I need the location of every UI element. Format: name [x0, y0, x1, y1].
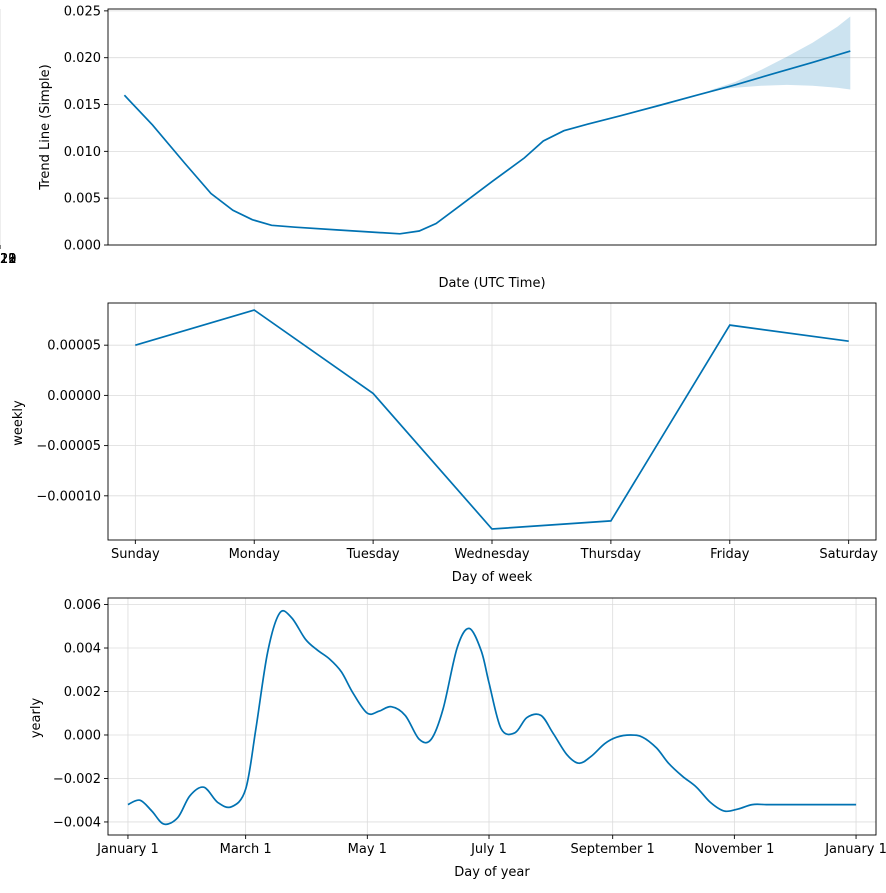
weekly-x-tick-label: Tuesday	[346, 547, 400, 562]
yearly-x-tick-label: January 1	[824, 842, 886, 857]
yearly-x-tick-label: March 1	[220, 842, 272, 857]
trend-x-tick-label: 2019	[0, 252, 17, 267]
trend-y-tick-label: 0.015	[64, 98, 101, 113]
trend-x-tick-label: 2022	[0, 252, 17, 267]
weekly-ticks: Sunday Monday Tuesday Wednesday Thursday Frid…	[36, 339, 878, 562]
yearly-y-axis-label: yearly	[29, 698, 44, 739]
trend-x-tick-label: 2020	[0, 252, 17, 267]
weekly-x-tick-label: Thursday	[580, 547, 642, 562]
weekly-line	[135, 309, 849, 530]
weekly-x-axis-label: Day of week	[452, 570, 533, 585]
trend-line-group	[123, 50, 851, 235]
yearly-line	[127, 609, 857, 826]
yearly-line-group	[127, 609, 857, 826]
weekly-panel: Sunday Monday Tuesday Wednesday Thursday Frid…	[11, 302, 878, 585]
weekly-x-tick-label: Monday	[229, 547, 281, 562]
yearly-panel: January 1 March 1 May 1 July 1 September 1 No…	[29, 597, 886, 880]
weekly-x-tick-label: Saturday	[819, 547, 878, 562]
trend-uncertainty-band	[709, 16, 851, 91]
yearly-y-tick-label: 0.002	[64, 685, 101, 700]
yearly-x-axis-label: Day of year	[454, 865, 530, 880]
yearly-y-tick-label: 0.006	[64, 598, 101, 613]
trend-x-axis-label: Date (UTC Time)	[438, 276, 545, 291]
trend-y-tick-label: 0.000	[64, 239, 101, 254]
yearly-y-tick-label: 0.000	[64, 728, 101, 743]
trend-y-tick-label: 0.025	[64, 4, 101, 19]
yearly-x-tick-label: July 1	[470, 842, 507, 857]
yearly-y-tick-label: 0.004	[64, 642, 101, 657]
trend-y-tick-label: 0.020	[64, 51, 101, 66]
weekly-line-group	[135, 309, 849, 530]
trend-panel: 20192020202120222023 0.000 0.005 0.010 0.015…	[0, 4, 877, 291]
trend-uncertainty-band-group	[709, 16, 851, 91]
weekly-x-tick-label: Friday	[710, 547, 750, 562]
trend-ticks: 20192020202120222023 0.000 0.005 0.010 0.015…	[0, 4, 108, 267]
yearly-y-tick-label: −0.004	[53, 815, 101, 830]
trend-x-tick-label: 2023	[0, 252, 17, 267]
yearly-x-tick-label: May 1	[348, 842, 387, 857]
weekly-y-tick-label: −0.00010	[36, 489, 101, 504]
weekly-x-tick-label: Wednesday	[454, 547, 530, 562]
yearly-gridlines	[108, 598, 876, 835]
weekly-y-tick-label: 0.00005	[47, 339, 101, 354]
trend-y-axis-label: Trend Line (Simple)	[38, 64, 53, 190]
trend-gridlines	[0, 9, 876, 246]
yearly-ticks: January 1 March 1 May 1 July 1 September 1 No…	[53, 598, 886, 857]
weekly-y-axis-label: weekly	[11, 400, 26, 446]
weekly-x-tick-label: Sunday	[111, 547, 160, 562]
yearly-x-tick-label: September 1	[571, 842, 655, 857]
weekly-gridlines	[108, 303, 876, 540]
trend-y-tick-label: 0.010	[64, 145, 101, 160]
weekly-y-tick-label: −0.00005	[36, 439, 101, 454]
yearly-x-tick-label: January 1	[96, 842, 159, 857]
yearly-y-tick-label: −0.002	[53, 772, 101, 787]
yearly-plot-frame	[107, 597, 877, 836]
trend-plot-frame	[107, 8, 877, 246]
trend-y-tick-label: 0.005	[64, 192, 101, 207]
trend-line	[123, 50, 851, 235]
weekly-y-tick-label: 0.00000	[47, 389, 101, 404]
yearly-x-tick-label: November 1	[694, 842, 774, 857]
